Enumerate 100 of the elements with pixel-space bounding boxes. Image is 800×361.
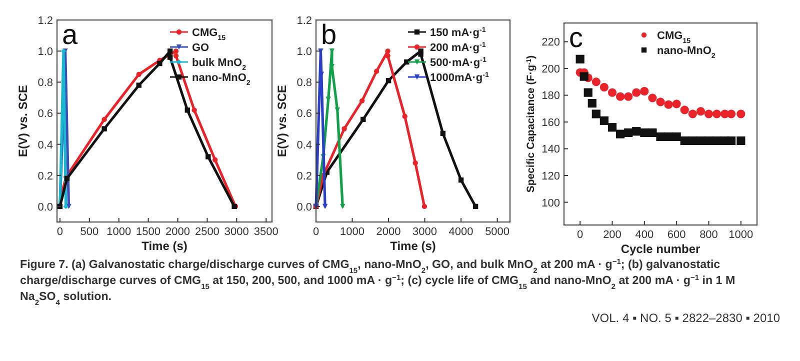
y-tick-label: 0.6 <box>38 108 53 120</box>
y-axis-title: E(V) vs. SCE <box>16 84 30 158</box>
point <box>656 132 665 142</box>
point <box>173 48 179 54</box>
point <box>360 116 366 122</box>
point <box>167 54 173 60</box>
text: charge/discharge curves of CMG$_{15}$ at 150, 200, 500, and 1000 mA · g$^{−1}$; (c) cycle life of CMG$_{15}$ and nano-MnO$_{2}$ at 200 mA · g$^{−1}$ in 1 M <box>20 272 736 290</box>
y-tick-label: 200 <box>542 63 560 76</box>
x-axis-title: Time (s) <box>390 239 436 253</box>
point <box>704 110 714 118</box>
point <box>322 204 328 210</box>
annotation: a <box>62 19 78 50</box>
point <box>608 123 617 132</box>
point <box>422 204 428 210</box>
y-tick-label: 0.4 <box>38 139 53 152</box>
legend-label: 1000mA·g$^{-1}$ <box>430 71 489 84</box>
x-tick-label: 400 <box>635 229 654 241</box>
point <box>386 78 392 84</box>
point <box>157 60 162 66</box>
x-tick-label: 0 <box>56 226 64 238</box>
point <box>385 53 390 58</box>
x-tick-label: 3500 <box>254 226 278 238</box>
y-tick-label: 0.0 <box>296 201 312 214</box>
legend-label: bulk MnO$_{2}$ <box>192 57 246 72</box>
y-tick-label: 140 <box>542 144 560 156</box>
legend-label: CMG$_{15}$ <box>192 27 226 42</box>
x-tick-label: 200 <box>603 229 622 241</box>
x-tick-label: 500 <box>80 226 99 238</box>
legend-label: nano-MnO$_{2}$ <box>657 45 716 60</box>
point <box>472 204 478 210</box>
point <box>672 132 681 142</box>
point <box>688 110 697 118</box>
point <box>192 108 197 113</box>
y-tick-label: 0.8 <box>296 77 312 90</box>
point <box>404 59 410 65</box>
y-tick-label: 1.0 <box>296 46 312 58</box>
x-tick-label: 0 <box>577 229 584 241</box>
legend-label: CMG$_{15}$ <box>657 30 691 45</box>
point <box>206 154 211 160</box>
point <box>458 177 464 183</box>
y-tick-label: 0.4 <box>296 139 312 152</box>
point <box>374 68 380 74</box>
point <box>736 110 746 118</box>
x-tick-label: 2000 <box>166 226 190 238</box>
point <box>440 130 446 136</box>
point <box>608 88 617 97</box>
point <box>600 82 609 92</box>
point <box>712 110 722 118</box>
point <box>648 94 657 102</box>
y-tick-label: 0.6 <box>296 108 312 120</box>
y-tick-label: 0.2 <box>38 170 53 182</box>
point <box>102 116 107 122</box>
x-axis-title: Time (s) <box>142 239 188 253</box>
x-tick-label: 1000 <box>340 226 365 238</box>
point <box>212 157 218 162</box>
point <box>342 126 347 132</box>
x-tick-label: 2000 <box>376 226 401 238</box>
point <box>696 106 706 116</box>
point <box>167 48 173 54</box>
point <box>584 88 592 97</box>
x-tick-label: 3000 <box>412 226 438 238</box>
y-tick-label: 0.2 <box>296 170 312 182</box>
point <box>340 204 346 210</box>
x-tick-label: 1000 <box>728 229 754 241</box>
text: VOL. 4 ▪ NO. 5 ▪ 2822–2830 ▪ 2010 <box>592 311 780 325</box>
point <box>576 54 584 64</box>
point <box>632 88 641 97</box>
point <box>616 92 625 101</box>
point <box>136 82 142 88</box>
annotation: c <box>569 22 583 53</box>
y-tick-label: 1.2 <box>296 15 312 27</box>
y-tick-label: 160 <box>542 116 560 129</box>
point <box>173 53 179 58</box>
point <box>600 116 609 125</box>
point <box>592 110 600 118</box>
text: Figure 7. (a) Galvanostatic charge/discharge curves of CMG$_{15}$, nano-MnO$_{2}$, GO, and bulk MnO$_{2}$ at 200 mA · g$^{−1}$; (b) galvanostatic <box>20 256 720 274</box>
point <box>680 106 689 114</box>
annotation: b <box>321 19 337 50</box>
y-axis-title: E(V) vs. SCE <box>275 84 289 158</box>
point <box>672 100 681 108</box>
y-tick-label: 1.2 <box>38 15 53 27</box>
legend-label: nano-MnO$_{2}$ <box>192 72 250 87</box>
point <box>412 160 418 166</box>
point <box>136 72 142 77</box>
y-tick-label: 0.0 <box>38 201 53 214</box>
point <box>640 86 649 96</box>
legend-label: 500·mA·g$^{-1}$ <box>430 56 487 69</box>
y-tick-label: 1.0 <box>38 46 53 58</box>
y-tick-label: 0.8 <box>38 77 53 90</box>
legend-label: 200 mA·g$^{-1}$ <box>430 41 486 54</box>
x-tick-label: 1000 <box>106 226 132 238</box>
x-tick-label: 4000 <box>448 226 474 238</box>
y-tick-label: 220 <box>542 36 560 49</box>
point <box>418 52 424 57</box>
point <box>664 100 673 109</box>
x-tick-label: 800 <box>700 229 718 241</box>
point <box>736 136 746 146</box>
point <box>385 48 390 54</box>
point <box>726 136 736 146</box>
x-tick-label: 1500 <box>136 226 161 238</box>
